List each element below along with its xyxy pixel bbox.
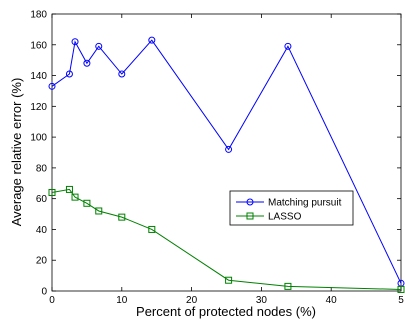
data-point-lasso: [83, 199, 91, 207]
data-point-matching-pursuit: [95, 42, 103, 50]
y-tick-label: 120: [30, 102, 47, 113]
y-tick-labels: 0 20 40 60 80 100 120 140 160 180: [30, 10, 47, 298]
y-tick-label: 100: [30, 133, 47, 144]
data-point-lasso: [65, 185, 73, 193]
data-point-lasso: [118, 213, 126, 221]
series-lasso: [48, 185, 405, 293]
series-matching-pursuit: [48, 36, 405, 287]
y-tick-label: 40: [36, 225, 48, 236]
x-tick-label: 10: [116, 295, 128, 306]
data-point-lasso: [71, 193, 79, 201]
legend-label-lasso: LASSO: [268, 212, 302, 223]
plot-area: [51, 13, 402, 292]
data-point-lasso: [397, 285, 405, 293]
x-tick-label: 5: [398, 295, 404, 306]
y-tick-label: 80: [36, 163, 48, 174]
legend-label-matching-pursuit: Matching pursuit: [268, 198, 342, 209]
y-tick-label: 20: [36, 256, 48, 267]
data-point-matching-pursuit: [118, 70, 126, 78]
data-point-matching-pursuit: [83, 59, 91, 67]
legend: Matching pursuit LASSO: [229, 190, 354, 226]
x-tick-labels: 0 10 20 30 40 5: [49, 295, 404, 306]
y-tick-label: 0: [41, 287, 47, 298]
data-point-lasso: [225, 276, 233, 284]
x-tick-label: 0: [49, 295, 55, 306]
data-point-matching-pursuit: [71, 38, 79, 46]
data-point-lasso: [148, 225, 156, 233]
data-point-matching-pursuit: [148, 36, 156, 44]
data-point-lasso: [95, 207, 103, 215]
x-tick-label: 20: [186, 295, 198, 306]
y-axis-title: Average relative error (%): [9, 78, 24, 227]
series-line-lasso: [51, 188, 402, 290]
y-tick-label: 60: [36, 194, 48, 205]
data-point-matching-pursuit: [65, 70, 73, 78]
x-tick-label: 30: [256, 295, 268, 306]
series-layer: [48, 36, 405, 293]
y-tick-label: 180: [30, 10, 47, 21]
legend-marker-lasso: [246, 212, 254, 220]
data-point-matching-pursuit: [225, 145, 233, 153]
data-point-matching-pursuit: [48, 82, 56, 90]
legend-marker-matching-pursuit: [246, 198, 254, 206]
series-line-matching-pursuit: [51, 39, 402, 284]
y-tick-label: 140: [30, 71, 47, 82]
data-point-lasso: [284, 282, 292, 290]
data-point-matching-pursuit: [284, 42, 292, 50]
x-axis-title: Percent of protected nodes (%): [136, 304, 316, 319]
data-point-lasso: [48, 189, 56, 197]
y-tick-label: 160: [30, 40, 47, 51]
x-tick-label: 40: [326, 295, 338, 306]
